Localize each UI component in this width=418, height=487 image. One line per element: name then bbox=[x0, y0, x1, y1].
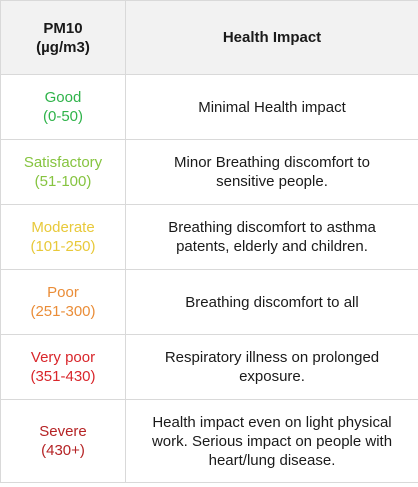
category-range: (251-300) bbox=[30, 303, 96, 320]
header-row: PM10 (µg/m3) Health Impact bbox=[0, 0, 418, 75]
pm10-header-line2: (µg/m3) bbox=[36, 38, 90, 56]
table-row: Very poor (351-430) Respiratory illness … bbox=[0, 334, 418, 400]
category-name: Very poor bbox=[30, 349, 96, 366]
impact-text: Respiratory illness on prolonged exposur… bbox=[164, 349, 380, 385]
category-name: Severe bbox=[39, 423, 87, 440]
table-row: Poor (251-300) Breathing discomfort to a… bbox=[0, 269, 418, 335]
impact-cell: Respiratory illness on prolonged exposur… bbox=[125, 334, 418, 400]
pm10-header-line1: PM10 bbox=[43, 19, 83, 37]
category-cell: Severe (430+) bbox=[0, 399, 126, 483]
table-row: Good (0-50) Minimal Health impact bbox=[0, 74, 418, 140]
category-range: (430+) bbox=[41, 442, 85, 459]
health-impact-header: Health Impact bbox=[125, 0, 418, 75]
category-cell: Satisfactory (51-100) bbox=[0, 139, 126, 205]
impact-cell: Minor Breathing discomfort to sensitive … bbox=[125, 139, 418, 205]
table-row: Severe (430+) Health impact even on ligh… bbox=[0, 399, 418, 483]
category-range: (0-50) bbox=[42, 108, 83, 125]
impact-cell: Health impact even on light physical wor… bbox=[125, 399, 418, 483]
impact-text: Minor Breathing discomfort to sensitive … bbox=[174, 154, 370, 190]
impact-text: Breathing discomfort to all bbox=[185, 293, 359, 311]
impact-cell: Breathing discomfort to asthma patents, … bbox=[125, 204, 418, 270]
category-name: Poor bbox=[47, 284, 79, 301]
impact-text: Health impact even on light physical wor… bbox=[151, 413, 393, 469]
impact-cell: Minimal Health impact bbox=[125, 74, 418, 140]
pm10-header: PM10 (µg/m3) bbox=[0, 0, 126, 75]
category-name: Good bbox=[44, 89, 82, 106]
table-row: Satisfactory (51-100) Minor Breathing di… bbox=[0, 139, 418, 205]
category-name: Satisfactory bbox=[23, 154, 103, 171]
table-row: Moderate (101-250) Breathing discomfort … bbox=[0, 204, 418, 270]
impact-text: Minimal Health impact bbox=[198, 98, 346, 116]
impact-text: Breathing discomfort to asthma patents, … bbox=[168, 219, 376, 255]
category-cell: Poor (251-300) bbox=[0, 269, 126, 335]
category-cell: Moderate (101-250) bbox=[0, 204, 126, 270]
category-range: (51-100) bbox=[34, 173, 92, 190]
category-range: (101-250) bbox=[30, 238, 96, 255]
category-name: Moderate bbox=[31, 219, 95, 236]
category-cell: Good (0-50) bbox=[0, 74, 126, 140]
category-range: (351-430) bbox=[30, 368, 96, 385]
impact-cell: Breathing discomfort to all bbox=[125, 269, 418, 335]
category-cell: Very poor (351-430) bbox=[0, 334, 126, 400]
